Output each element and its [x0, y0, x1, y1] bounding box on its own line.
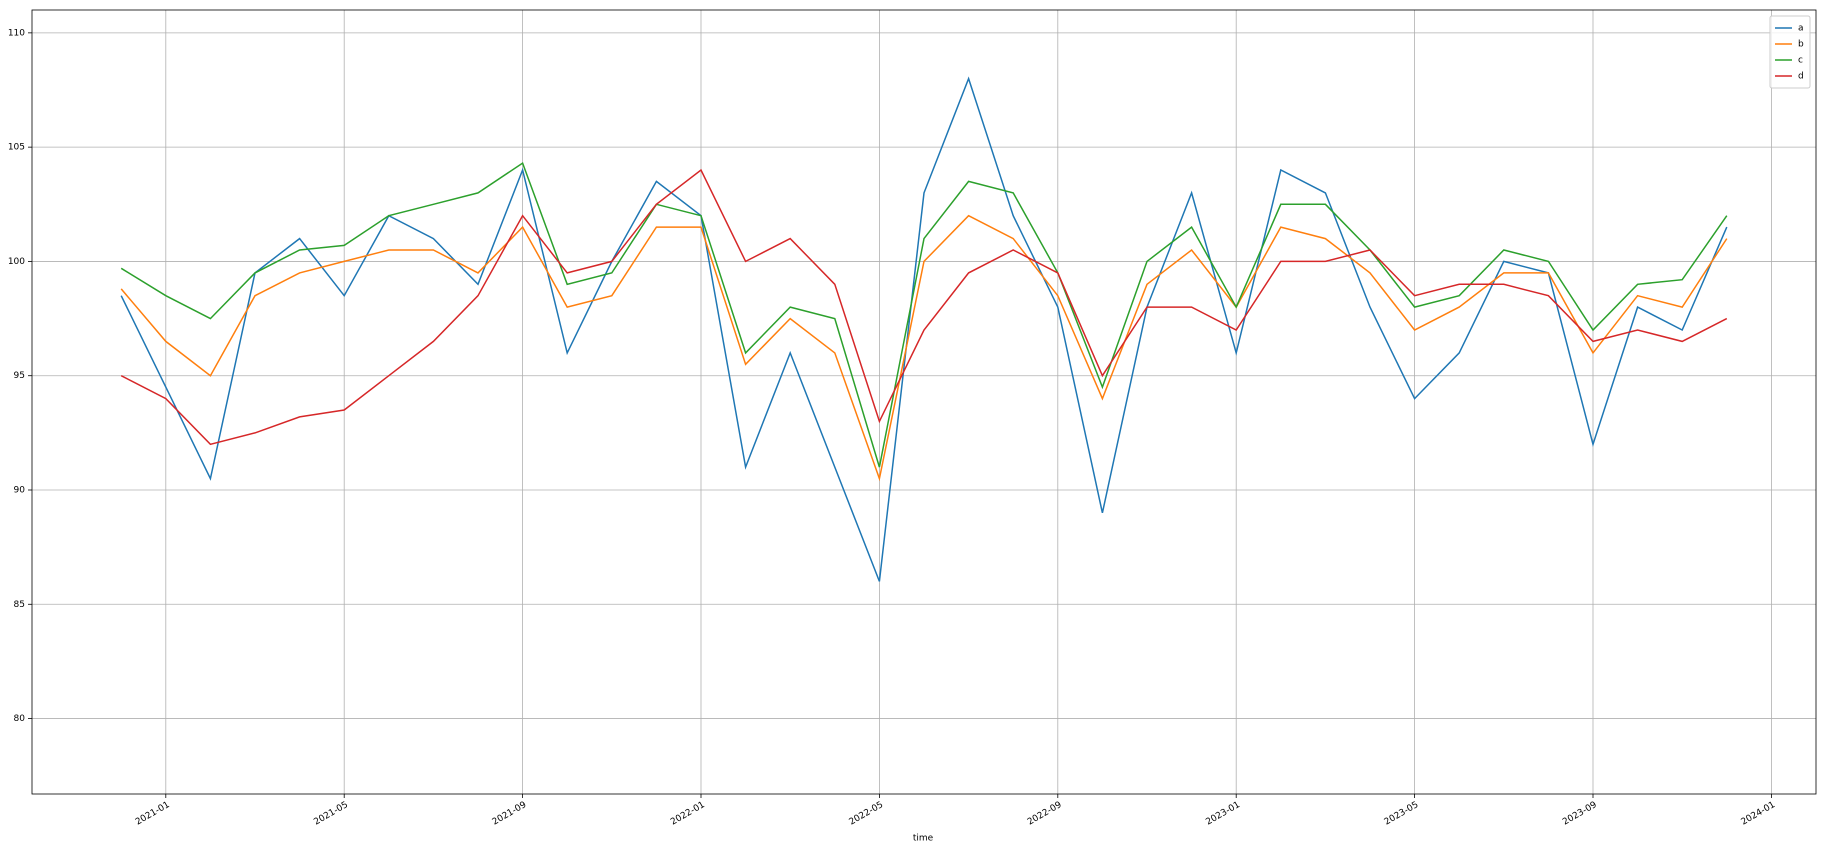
y-tick-label: 80 [14, 714, 26, 724]
legend-label: b [1798, 40, 1804, 50]
series-line [120, 161, 1728, 468]
y-tick-label: 110 [8, 28, 25, 38]
y-tick-label: 85 [14, 600, 25, 610]
y-tick-label: 90 [14, 486, 26, 496]
legend-label: c [1798, 56, 1803, 66]
axes-frame [31, 9, 1817, 795]
x-axis-label: time [913, 834, 934, 844]
series-line [120, 168, 1728, 446]
y-tick-label: 105 [8, 143, 25, 153]
y-tick-label: 100 [8, 257, 25, 267]
legend-label: a [1798, 24, 1804, 34]
legend-frame [1769, 15, 1811, 89]
legend-label: d [1798, 72, 1804, 82]
series-line [120, 214, 1728, 482]
y-tick-label: 95 [14, 371, 25, 381]
